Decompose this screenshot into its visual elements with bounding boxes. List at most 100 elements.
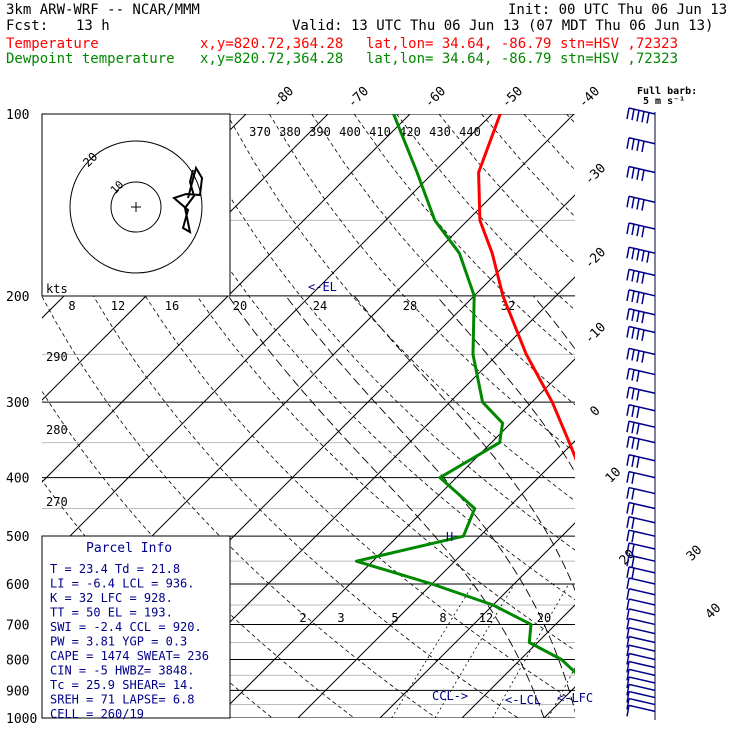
temperature-station: stn=HSV ,72323 — [560, 36, 679, 52]
lfc-marker: <-LFC — [557, 691, 593, 705]
wind-barb — [626, 246, 656, 263]
dry-adiabat — [438, 114, 575, 264]
theta-left-label: 280 — [46, 423, 68, 437]
isotherm-label: -20 — [582, 245, 609, 272]
wind-barb — [626, 676, 656, 689]
wind-barb — [626, 704, 656, 717]
wind-barb — [626, 690, 656, 703]
temperature-latlon: lat,lon= 34.64, -86.79 — [366, 36, 552, 52]
parcel-info-row: SREH = 71 LAPSE= 6.8 — [50, 693, 195, 707]
wind-barb — [626, 608, 656, 621]
wind-barb — [626, 554, 656, 568]
dry-adiabat — [42, 390, 355, 718]
wind-barb — [626, 386, 656, 401]
wind-barb — [626, 453, 656, 469]
wind-barb — [626, 501, 656, 515]
dewpoint-legend: Dewpoint temperature — [6, 51, 175, 67]
isotherm-label: -80 — [270, 84, 297, 111]
barb-title: Full barb: — [637, 86, 697, 97]
isotherm-label: 40 — [703, 601, 725, 623]
pressure-label-300: 300 — [6, 396, 29, 411]
wind-barb — [626, 367, 656, 382]
dry-adiabat — [651, 114, 740, 718]
hodograph-outer-ring — [69, 140, 203, 274]
mixing-ratio-top-label: 28 — [403, 299, 417, 313]
parcel-info-row: SWI = -2.4 CCL = 920. — [50, 620, 202, 634]
isotherm-label: -50 — [499, 84, 526, 111]
pressure-label-500: 500 — [6, 530, 29, 545]
isotherm — [543, 686, 575, 718]
parcel-info-title: Parcel Info — [86, 541, 172, 556]
lcl-marker: <-LCL — [505, 693, 541, 707]
wind-barb — [626, 325, 656, 341]
wind-barb — [626, 347, 656, 363]
parcel-info-row: CELL = 260/19 — [50, 707, 144, 721]
parcel-info-box: Parcel Info T = 23.4 Td = 21.8LI = -6.4 … — [41, 535, 231, 721]
hodograph-trace — [172, 165, 204, 234]
dry-adiabat — [56, 114, 575, 703]
parcel-info-row: T = 23.4 Td = 21.8 — [50, 562, 180, 576]
pressure-label-900: 900 — [6, 684, 29, 699]
wind-barb — [626, 652, 656, 665]
mixing-ratio-top-label: 20 — [233, 299, 247, 313]
dry-adiabat — [42, 295, 437, 718]
pressure-label-800: 800 — [6, 653, 29, 668]
dewpoint-xy: x,y=820.72,364.28 — [200, 51, 344, 67]
isotherm-label: 0 — [587, 403, 603, 419]
isotherm — [42, 114, 493, 565]
mixing-ratio-line — [665, 584, 731, 718]
hodograph: 20 10 kts — [41, 113, 231, 297]
isotherm-label: -60 — [422, 84, 449, 111]
init-time: Init: 00 UTC Thu 06 Jun 13 — [508, 2, 728, 18]
pressure-label-100: 100 — [6, 108, 29, 123]
isotherm — [133, 276, 575, 718]
h-marker: H — [446, 530, 453, 544]
theta-label: 400 — [339, 125, 361, 139]
wind-barb — [626, 289, 656, 305]
dry-adiabat — [694, 114, 740, 718]
wind-barb — [626, 668, 656, 681]
temperature-profile — [477, 114, 575, 461]
mixing-ratio-line — [492, 583, 570, 718]
moist-adiabat — [436, 295, 575, 474]
mixing-ratio-line — [547, 667, 575, 718]
wind-barb — [626, 222, 656, 238]
isotherm-label: -30 — [582, 161, 609, 188]
wind-barb — [626, 617, 656, 630]
mixing-ratio-bottom-label: 3 — [337, 611, 344, 625]
theta-label: 370 — [249, 125, 271, 139]
wind-barb — [626, 107, 656, 124]
isotherm — [42, 114, 411, 483]
wind-barb — [626, 697, 656, 710]
isotherm — [461, 604, 575, 718]
isotherm-label: -70 — [345, 84, 372, 111]
theta-label: 430 — [429, 125, 451, 139]
wind-barb — [626, 626, 656, 639]
wind-barb — [626, 136, 656, 153]
forecast-hour: 13 h — [76, 18, 110, 34]
wind-barb — [626, 515, 656, 529]
mixing-ratio-line — [599, 584, 669, 718]
wind-barb — [626, 404, 656, 419]
hodograph-inner-ring — [110, 181, 162, 233]
mixing-ratio-bottom-label: 12 — [479, 611, 493, 625]
theta-label: 420 — [399, 125, 421, 139]
theta-label: 380 — [279, 125, 301, 139]
isotherm-label: 10 — [603, 465, 625, 487]
temperature-legend: Temperature — [6, 36, 99, 52]
mixing-ratio-top-label: 12 — [111, 299, 125, 313]
mixing-ratio-line — [391, 583, 474, 718]
wind-barb — [626, 683, 656, 696]
dry-adiabat — [736, 114, 740, 718]
wind-barb — [626, 635, 656, 648]
mixing-ratio-bottom-label: 8 — [439, 611, 446, 625]
wind-barb — [626, 195, 656, 211]
moist-adiabat — [736, 296, 740, 718]
wind-barb — [626, 529, 656, 543]
moist-adiabat — [285, 295, 575, 713]
pressure-label-400: 400 — [6, 472, 29, 487]
mixing-ratio-top-label: 16 — [165, 299, 179, 313]
wind-barb — [626, 542, 656, 556]
dry-adiabat — [268, 114, 575, 454]
